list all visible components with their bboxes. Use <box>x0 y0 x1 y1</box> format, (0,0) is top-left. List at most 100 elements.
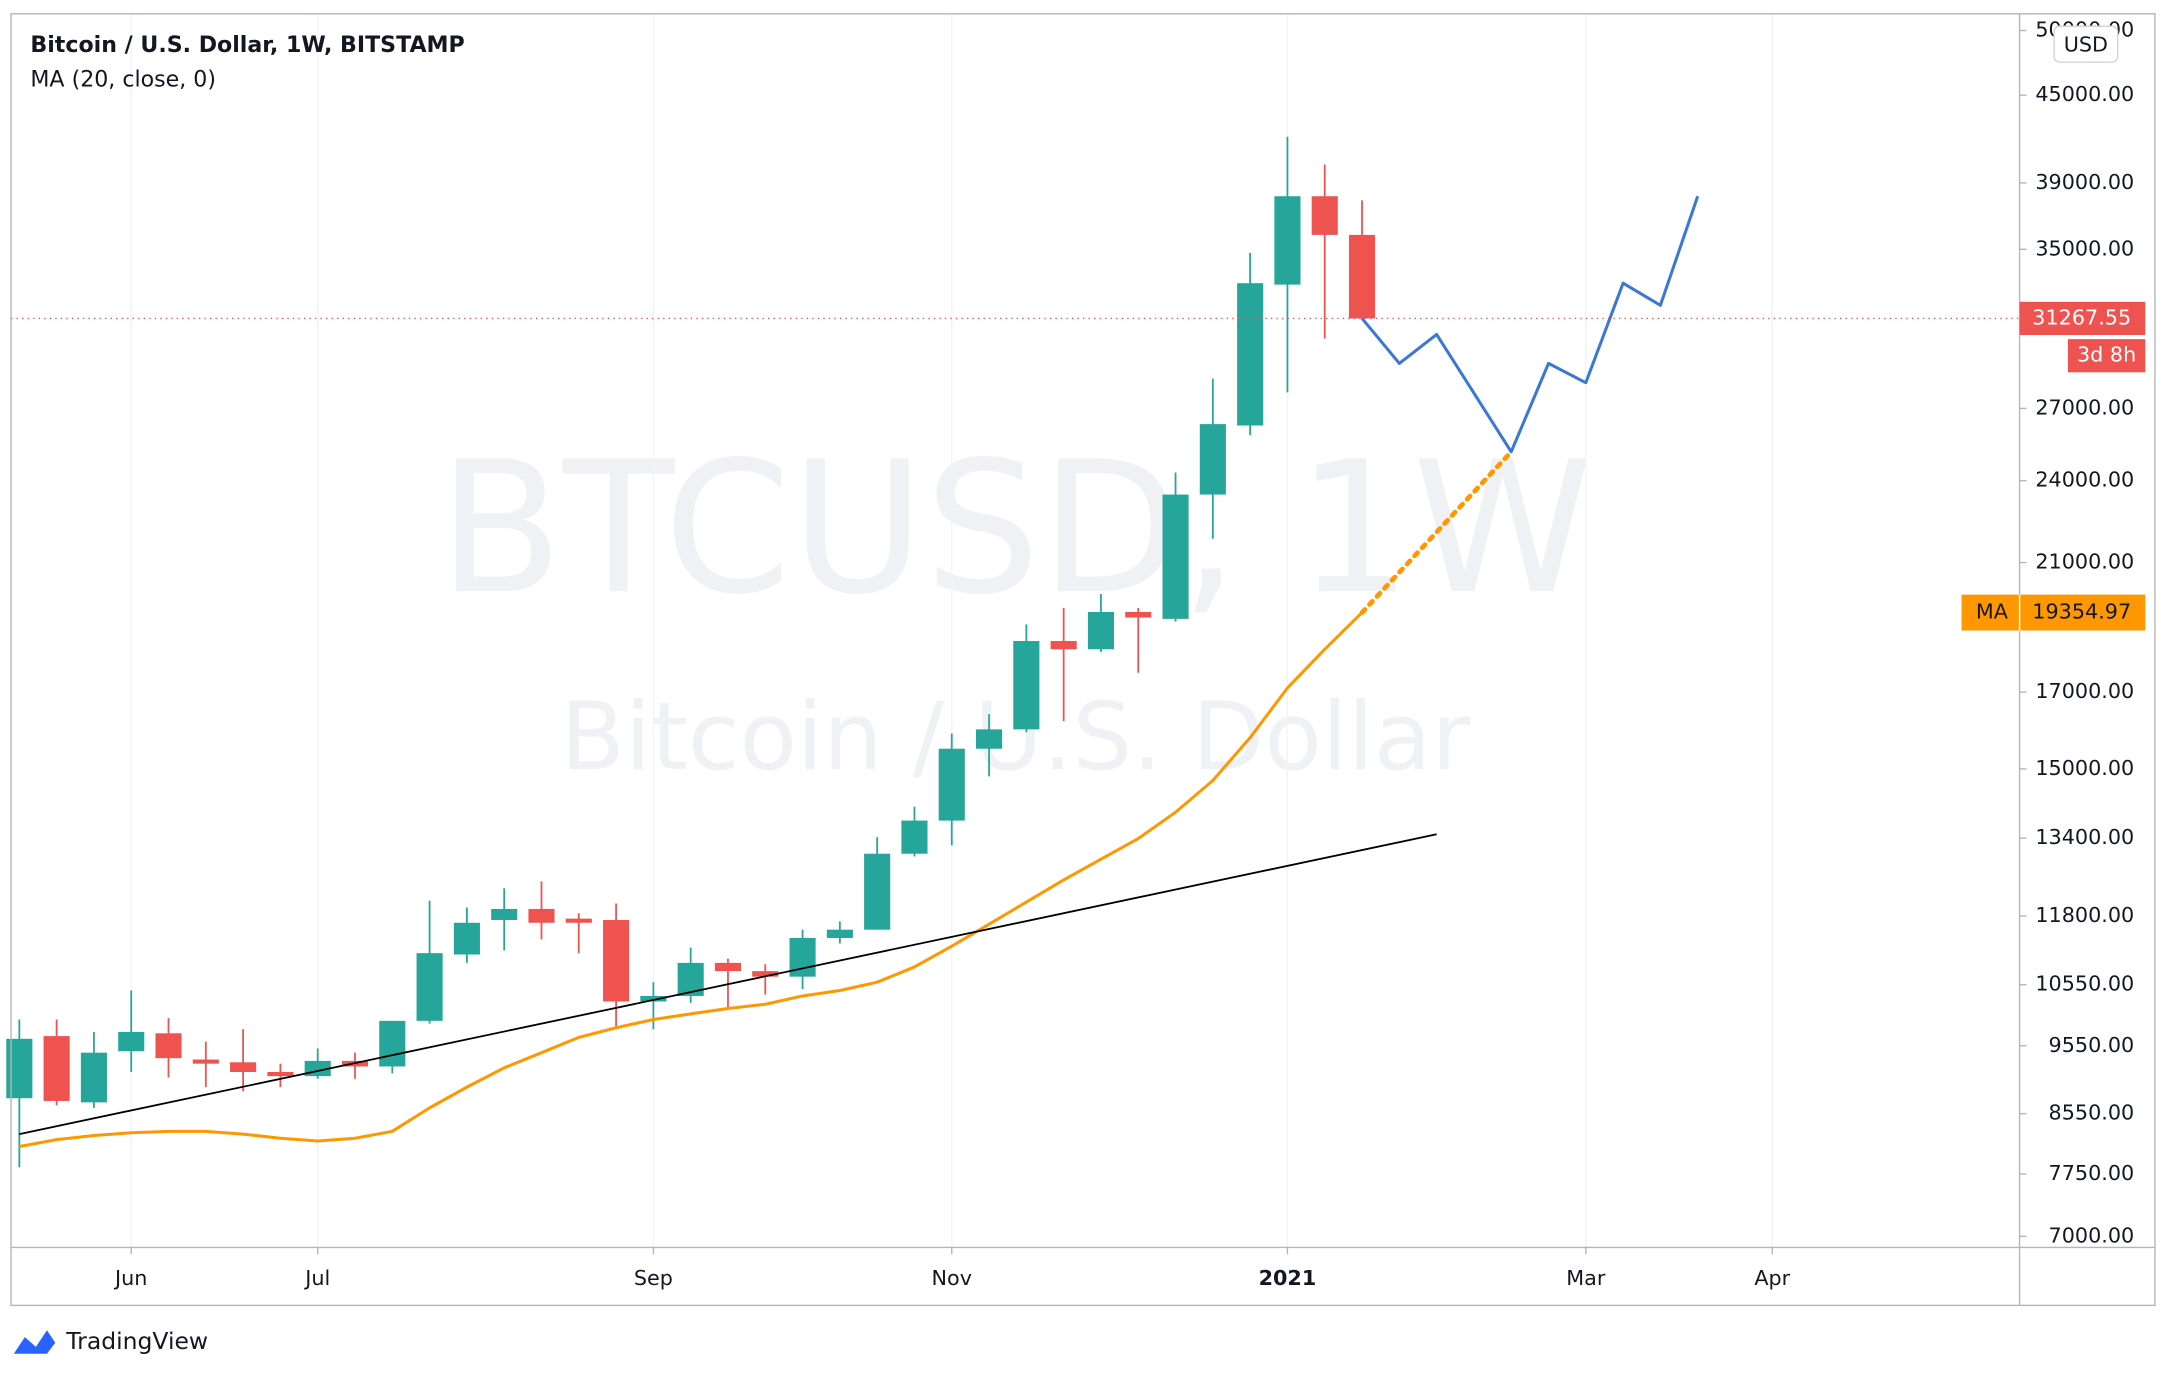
y-tick-label: 24000.00 <box>2035 468 2134 492</box>
brand-logo[interactable] <box>13 1330 56 1354</box>
candle-body <box>826 929 853 938</box>
x-tick-label: Nov <box>932 1266 972 1290</box>
candle-body <box>1162 494 1189 619</box>
candle <box>901 806 928 857</box>
candle <box>528 881 555 940</box>
y-tick-label: 15000.00 <box>2035 756 2134 780</box>
candle-body <box>453 922 480 955</box>
countdown-box <box>2067 339 2146 373</box>
last-price-box <box>2019 301 2146 335</box>
ma-name-label: MA <box>1976 600 2008 624</box>
candle <box>43 1019 70 1106</box>
x-tick-label: Jun <box>113 1266 147 1290</box>
candle <box>1125 607 1152 673</box>
x-tick-label: Mar <box>1566 1266 1606 1290</box>
y-tick-label: 21000.00 <box>2035 550 2134 574</box>
candle-body <box>230 1062 257 1072</box>
candle-body <box>267 1071 294 1077</box>
candle-body <box>864 853 891 930</box>
candle <box>826 921 853 944</box>
candle-body <box>1013 640 1040 730</box>
candle <box>1348 200 1376 319</box>
candle-body <box>43 1036 70 1101</box>
x-tick-label: Apr <box>1754 1266 1790 1290</box>
candle-body <box>752 971 779 977</box>
candle <box>938 733 965 846</box>
candle <box>491 888 518 951</box>
candle <box>976 714 1003 777</box>
candle-body <box>1125 611 1152 618</box>
candle-body <box>1274 196 1301 285</box>
indicator-legend: MA (20, close, 0) <box>30 67 216 93</box>
y-tick-label: 17000.00 <box>2035 679 2134 703</box>
last-price-label: 31267.55 <box>2032 305 2131 329</box>
candle <box>752 964 779 995</box>
candle-body <box>1311 196 1338 235</box>
currency-button-label[interactable]: USD <box>2064 33 2108 57</box>
chart-title: Bitcoin / U.S. Dollar, 1W, BITSTAMP <box>30 32 464 58</box>
countdown-label: 3d 8h <box>2077 343 2136 367</box>
drawing-line <box>1360 195 1700 454</box>
candle-body <box>6 1038 33 1099</box>
drawing-line <box>19 833 1437 1135</box>
watermark: BTCUSD, 1W Bitcoin / U.S. Dollar <box>438 423 1593 792</box>
watermark-symbol: BTCUSD, 1W <box>438 423 1593 635</box>
candle <box>416 900 443 1024</box>
candle-body <box>80 1052 107 1103</box>
y-tick-label: 13400.00 <box>2035 825 2134 849</box>
candle <box>155 1018 182 1078</box>
x-tick-label: Sep <box>634 1266 673 1290</box>
candle-body <box>976 729 1003 749</box>
currency-button[interactable]: USD <box>2053 25 2119 63</box>
candle <box>1162 472 1189 622</box>
y-tick-label: 9550.00 <box>2049 1033 2135 1057</box>
y-tick-label: 10550.00 <box>2035 972 2134 996</box>
candle <box>1237 252 1264 436</box>
candle <box>192 1041 219 1088</box>
candle-body <box>603 919 630 1002</box>
candle <box>1087 594 1115 653</box>
candle <box>864 837 891 930</box>
chart-frame <box>10 13 2156 1307</box>
brand[interactable]: TradingView <box>13 1327 208 1355</box>
candle <box>1274 136 1301 393</box>
y-tick-label: 35000.00 <box>2035 236 2134 260</box>
candle <box>1311 164 1338 339</box>
currency-button-box[interactable] <box>2053 25 2119 63</box>
candle-body <box>416 953 443 1021</box>
candle <box>1013 624 1040 733</box>
candle-body <box>938 748 965 821</box>
x-tick-label: 2021 <box>1259 1266 1317 1290</box>
candle <box>1199 378 1226 539</box>
candle <box>565 913 592 954</box>
candle <box>80 1031 107 1108</box>
candle-body <box>528 908 555 923</box>
candle-body <box>640 995 667 1002</box>
x-tick-label: Jul <box>303 1266 330 1290</box>
drawing-line <box>1359 449 1514 615</box>
candle-body <box>1199 424 1226 495</box>
brand-name[interactable]: TradingView <box>65 1327 208 1355</box>
candle <box>379 1020 406 1074</box>
candle <box>603 903 630 1030</box>
y-tick-label: 7000.00 <box>2049 1223 2135 1247</box>
candle-body <box>491 908 518 920</box>
candle <box>230 1029 257 1092</box>
candle-body <box>714 962 742 972</box>
y-tick-label: 39000.00 <box>2035 170 2134 194</box>
candle <box>118 990 145 1072</box>
ma-line <box>19 611 1364 1149</box>
candle <box>1050 607 1077 722</box>
candle-body <box>565 918 592 923</box>
candle-body <box>1087 611 1115 650</box>
candle-body <box>1050 640 1077 650</box>
candle-body <box>379 1020 406 1067</box>
y-tick-label: 45000.00 <box>2035 82 2134 106</box>
candle <box>267 1063 294 1088</box>
candle-body <box>192 1059 219 1064</box>
candle-body <box>155 1033 182 1059</box>
candle-body <box>1348 234 1376 319</box>
candle <box>640 982 667 1030</box>
